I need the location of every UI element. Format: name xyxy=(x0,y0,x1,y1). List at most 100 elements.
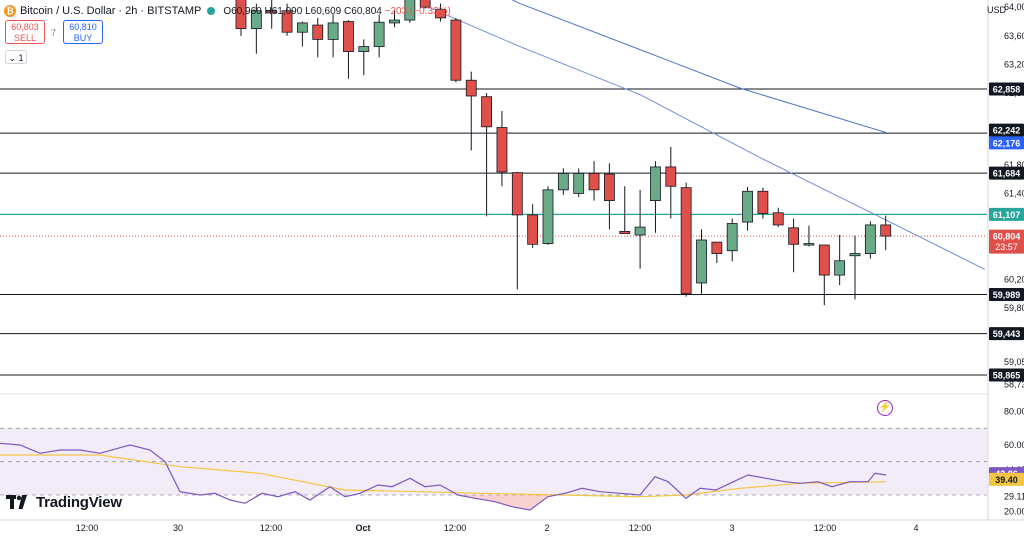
candle xyxy=(327,14,339,58)
high-value: H61,090 xyxy=(264,5,303,17)
candle-body-down xyxy=(312,24,324,40)
candle xyxy=(465,71,477,151)
level-label: 62,176 xyxy=(989,136,1024,150)
candle xyxy=(650,161,661,233)
candle xyxy=(803,225,815,247)
candle xyxy=(266,0,278,29)
candle xyxy=(557,168,569,195)
candle-body-down xyxy=(818,244,830,276)
candle xyxy=(742,186,753,231)
candle xyxy=(250,3,262,54)
symbol-title[interactable]: Bitcoin / U.S. Dollar · 2h · BITSTAMP xyxy=(20,5,202,17)
candle xyxy=(481,93,493,217)
candle xyxy=(696,229,707,296)
buy-price: 60,810 xyxy=(69,22,97,32)
time-tick-label: 12:00 xyxy=(76,523,99,533)
candle-body-down xyxy=(757,190,769,214)
tradingview-icon xyxy=(6,495,27,509)
candle-body-up xyxy=(650,166,661,201)
candle-body-down xyxy=(772,212,784,226)
candle-body-down xyxy=(266,10,278,14)
level-label-bg xyxy=(989,287,1024,301)
candle-body-down xyxy=(588,172,600,191)
candle-body-down xyxy=(435,8,446,19)
change-value: −203 (−0.33%) xyxy=(384,5,451,17)
horizontal-levels xyxy=(0,88,987,376)
brand-name: TradingView xyxy=(36,493,122,511)
candle-body-up xyxy=(726,223,738,252)
candle xyxy=(450,17,462,83)
price-tick-label: 64,000 xyxy=(1004,2,1024,12)
rsi-tick-label: 29.11 xyxy=(1004,491,1024,501)
buy-button[interactable]: 60,810 BUY xyxy=(63,20,103,44)
level-label-bg xyxy=(989,123,1024,137)
candle-body-down xyxy=(511,172,523,216)
candle-body-down xyxy=(450,19,462,81)
candle xyxy=(435,3,446,22)
candle xyxy=(665,146,677,219)
grid xyxy=(0,0,1024,521)
candle xyxy=(312,17,324,58)
rsi-value-label-text: 39.40 xyxy=(995,475,1018,485)
level-label-text: 61,684 xyxy=(993,169,1021,179)
countdown-text: 23:57 xyxy=(995,242,1018,252)
level-label: 59,989 xyxy=(989,287,1024,301)
level-label-bg xyxy=(989,327,1024,341)
sell-label: SELL xyxy=(13,33,37,43)
level-label-text: 59,989 xyxy=(993,290,1021,300)
candle-body-down xyxy=(711,241,723,254)
time-tick-label: 12:00 xyxy=(260,523,283,533)
level-label-bg xyxy=(989,82,1024,96)
candle xyxy=(343,20,354,79)
level-label-bg xyxy=(989,368,1024,382)
candle-body-up xyxy=(742,190,753,223)
price-tick-label: 58,730 xyxy=(1004,380,1024,390)
moving-average-line xyxy=(511,0,887,133)
rsi-tick-label: 20.00 xyxy=(1004,507,1024,517)
ohlc-readout: O60,960 H61,090 L60,609 C60,804 −203 (−0… xyxy=(223,6,450,17)
candle xyxy=(864,221,876,259)
candle-body-down xyxy=(788,227,799,245)
candle-body-down xyxy=(680,187,692,295)
candle xyxy=(604,163,615,230)
market-open-icon xyxy=(207,7,216,15)
price-axis: 64,00063,60063,20062,80061,80061,40060,2… xyxy=(989,2,1024,517)
rsi-tick-label: 60.00 xyxy=(1004,440,1024,450)
time-tick-label: 12:00 xyxy=(629,523,652,533)
tradingview-logo[interactable]: TradingView xyxy=(6,493,122,511)
sell-button[interactable]: 60,803 SELL xyxy=(5,20,45,44)
candle xyxy=(542,186,554,245)
candle-body-up xyxy=(296,22,308,33)
candle-body-down xyxy=(527,214,539,245)
indicator-count: 1 xyxy=(18,53,24,63)
time-tick-label: 3 xyxy=(729,523,734,533)
level-label: 62,858 xyxy=(989,82,1024,96)
candle xyxy=(296,21,308,47)
rsi-line xyxy=(0,442,887,511)
level-label-text: 61,107 xyxy=(993,210,1021,220)
moving-average-line xyxy=(419,3,986,270)
candle xyxy=(496,111,508,187)
candle-body-up xyxy=(573,172,585,194)
candle xyxy=(834,234,846,286)
candle xyxy=(680,182,692,297)
rsi-tick-label: 80.00 xyxy=(1004,407,1024,417)
rsi-ma-line xyxy=(0,454,887,498)
flash-icon[interactable]: ⚡ xyxy=(877,400,893,416)
time-tick-label: 30 xyxy=(173,523,183,533)
price-tick-label: 59,800 xyxy=(1004,303,1024,313)
rsi-value-label-bg xyxy=(989,472,1024,486)
candle xyxy=(419,0,431,9)
candle xyxy=(235,0,247,36)
candle-body-up xyxy=(849,253,861,257)
candle xyxy=(281,3,293,36)
time-tick-label: 4 xyxy=(913,523,918,533)
spread-value: 7 xyxy=(51,28,57,38)
candle-body-up xyxy=(327,22,339,40)
currency-label[interactable]: USD xyxy=(986,5,1006,15)
candle xyxy=(358,39,370,76)
indicators-collapse-button[interactable]: ⌄ 1 xyxy=(5,50,27,64)
level-label-text: 58,865 xyxy=(993,371,1021,381)
candle-body-up xyxy=(373,21,385,47)
